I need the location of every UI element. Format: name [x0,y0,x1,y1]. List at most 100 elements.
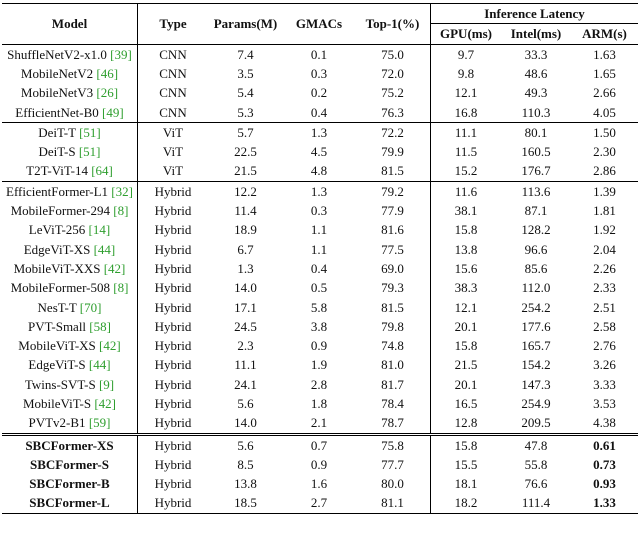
table-cell: 1.65 [593,65,616,81]
table-cell: Hybrid [154,495,192,511]
model-cell: SBCFormer-L [2,493,138,514]
table-cell: 12.2 [234,183,257,199]
table-cell: 15.8 [454,222,478,238]
table-cell: 3.26 [593,357,616,373]
table-cell: 110.3 [521,104,551,120]
table-cell: 7.4 [237,46,254,62]
row-group: SBCFormer-XS Hybrid 5.6 0.7 75.8 15.8 47.8 0.61… [2,434,638,514]
table-cell: 81.0 [355,355,431,376]
table-cell: Hybrid [154,280,192,296]
header-cell: Intel(ms) [510,26,562,41]
model-name: DeiT-T [38,124,76,140]
table-cell: 4.38 [593,415,616,431]
table-cell: 254.2 [521,299,551,315]
model-name: EdgeViT-S [28,357,86,373]
model-cell: PVTv2-B1 [59] [2,413,138,435]
table-cell: 0.9 [310,456,328,472]
table-cell: 2.33 [593,280,616,296]
table-cell: 75.2 [355,83,431,103]
table-row: SBCFormer-L Hybrid 18.5 2.7 81.1 18.2 111.4 1.3… [2,493,638,514]
model-cell: MobileNetV3 [26] [2,83,138,103]
citation: [58] [89,318,111,334]
model-name: EfficientNet-B0 [15,104,99,120]
table-cell: 22.5 [234,144,257,160]
table-cell: 4.05 [593,104,616,120]
table-cell: 4.5 [310,144,328,160]
page: Model Type Params(M) GMACs Top-1(%) Infe… [0,3,640,536]
table-cell: 2.66 [593,85,616,101]
table-cell: 1.63 [593,46,616,62]
model-name: Twins-SVT-S [24,376,96,392]
table-cell: 20.1 [454,376,478,392]
table-cell: Hybrid [154,376,192,392]
table-cell: 17.1 [234,299,257,315]
table-cell: 79.2 [355,181,431,202]
table-cell: 1.1 [310,222,328,238]
table-cell: CNN [159,46,187,62]
table-cell: 112.0 [521,280,551,296]
table-cell: 15.8 [454,338,478,354]
table-cell: Hybrid [154,456,192,472]
table-cell: 1.3 [237,260,254,276]
model-name: SBCFormer-B [29,476,110,492]
table-cell: 96.6 [524,241,548,257]
table-cell: 1.1 [310,241,328,257]
table-cell: 15.2 [454,163,478,179]
table-cell: 1.92 [593,222,616,238]
model-cell: ShuffleNetV2-x1.0 [39] [2,44,138,65]
row-group: EfficientFormer-L1 [32] Hybrid 12.2 1.3 79.2… [2,181,638,435]
table-cell: 81.6 [355,220,431,240]
table-cell: 1.33 [593,495,616,511]
table-cell: 0.3 [310,203,328,219]
table-cell: 2.26 [593,260,616,276]
table-cell: 2.7 [310,495,328,511]
table-row: EfficientNet-B0 [49] CNN 5.3 0.4 76.3 16.8 110… [2,102,638,123]
table-row: EdgeViT-XS [44] Hybrid 6.7 1.1 77.5 13.8 96.6 2… [2,239,638,260]
table-row: LeViT-256 [14] Hybrid 18.9 1.1 81.6 15.8 128.2… [2,220,638,240]
table-cell: 1.8 [310,395,328,411]
table-cell: 14.0 [234,280,257,296]
table-row: DeiT-S [51] ViT 22.5 4.5 79.9 11.5 160.5 2.30 [2,142,638,162]
header-cell: Top-1(%) [355,3,431,45]
model-name: NesT-T [37,299,77,315]
citation: [39] [110,46,132,62]
citation: [8] [113,280,129,296]
table-cell: 2.1 [310,415,328,431]
table-cell: 0.73 [593,456,616,472]
model-name: SBCFormer-L [29,495,110,511]
table-row: MobileNetV3 [26] CNN 5.4 0.2 75.2 12.1 49.3 2.6… [2,83,638,103]
table-cell: 13.8 [454,241,478,257]
table-cell: 3.33 [593,376,616,392]
table-cell: 9.7 [457,46,475,62]
table-cell: 0.4 [310,104,328,120]
table-cell: Hybrid [154,415,192,431]
model-name: SBCFormer-XS [25,437,114,453]
header-cell: Params(M) [213,16,278,31]
table-cell: 5.6 [237,395,254,411]
model-cell: MobileNetV2 [46] [2,64,138,84]
table-cell: Hybrid [154,437,192,453]
model-name: ShuffleNetV2-x1.0 [7,46,107,62]
table-cell: 77.5 [355,239,431,260]
model-cell: DeiT-S [51] [2,142,138,162]
table-row: DeiT-T [51] ViT 5.7 1.3 72.2 11.1 80.1 1.50 [2,122,638,143]
table-cell: 38.3 [454,280,478,296]
table-cell: 78.7 [355,413,431,435]
citation: [64] [91,163,113,179]
table-cell: 2.3 [237,338,254,354]
table-cell: 0.7 [310,437,328,453]
table-cell: 1.3 [310,124,328,140]
table-cell: 160.5 [521,144,551,160]
citation: [46] [96,65,119,81]
model-name: SBCFormer-S [30,456,109,472]
table-cell: 24.1 [234,376,257,392]
model-name: LeViT-256 [28,222,86,238]
table-cell: 12.1 [454,299,478,315]
table-cell: 0.61 [593,437,616,453]
citation: [42] [103,260,126,276]
table-cell: 77.7 [355,455,431,475]
model-cell: MobileFormer-508 [8] [2,278,138,298]
model-name: DeiT-S [38,144,76,160]
table-cell: 5.6 [237,437,254,453]
table-cell: 154.2 [521,357,551,373]
